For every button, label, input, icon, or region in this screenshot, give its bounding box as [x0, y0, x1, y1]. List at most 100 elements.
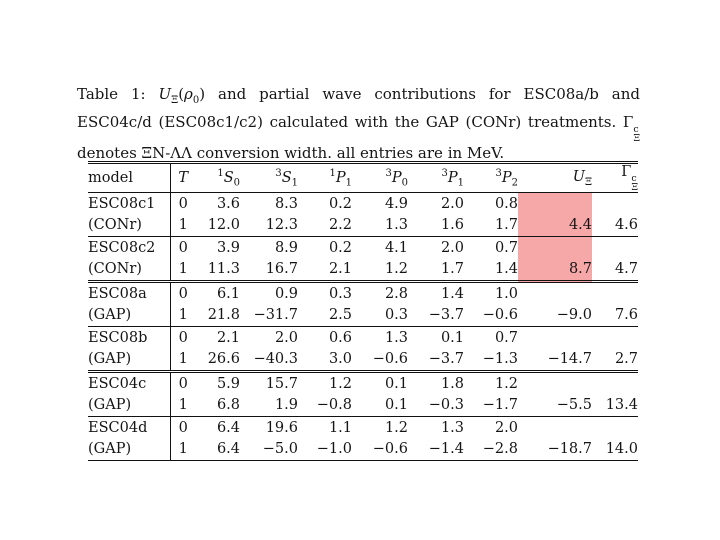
table-row-esc04c-t1: (GAP) 1 6.8 1.9 −0.8 0.1 −0.3 −1.7 −5.5 …	[88, 394, 638, 417]
value-cell: 26.6	[207, 351, 240, 368]
uxi-highlighted-cell	[518, 192, 592, 215]
value-cell: 2.1	[196, 326, 240, 349]
value-cell: 2.1	[328, 261, 352, 278]
model-cell: (CONr)	[88, 214, 171, 237]
value-cell: −0.6	[372, 351, 408, 368]
value-cell: 1	[178, 217, 188, 234]
value-cell: −14.7	[547, 351, 592, 368]
value-cell: −1.4	[408, 438, 464, 461]
caption-prefix: Table 1:	[77, 85, 159, 103]
value-cell: 3.6	[216, 195, 240, 212]
value-cell: 1.7	[494, 217, 518, 234]
value-cell: −5.0	[240, 438, 298, 461]
value-cell: 2.0	[240, 326, 298, 349]
value-cell: 1.3	[408, 416, 464, 439]
value-cell: 2.0	[408, 236, 464, 259]
value-cell: −0.8	[316, 397, 352, 414]
value-cell: 6.8	[216, 397, 240, 414]
value-cell: −0.6	[352, 438, 408, 461]
model-cell: ESC08c2	[88, 236, 171, 259]
header-1P1: 1P1	[298, 161, 352, 193]
caption-paren-close: )	[199, 85, 206, 103]
value-cell: −3.7	[428, 307, 464, 324]
value-cell: 1	[178, 307, 188, 324]
value-cell: −40.3	[253, 351, 298, 368]
value-cell: 0.9	[240, 280, 298, 305]
value-cell: −3.7	[428, 351, 464, 368]
value-cell: 3.9	[196, 236, 240, 259]
value-cell: 1	[178, 351, 188, 368]
header-3S1: 3S1	[240, 161, 298, 193]
value-cell: −9.0	[556, 307, 592, 324]
header-3P0: 3P0	[352, 161, 408, 193]
value-cell: −2.8	[464, 438, 518, 461]
value-cell	[518, 326, 592, 349]
value-cell: 0	[178, 195, 188, 212]
model-cell: (GAP)	[88, 348, 171, 372]
value-cell: 15.7	[240, 370, 298, 395]
value-cell: 0.6	[298, 326, 352, 349]
value-cell: 4.7	[614, 261, 638, 278]
caption-body: and partial wave contributions for ESC08…	[77, 85, 640, 131]
value-cell: 12.3	[265, 217, 298, 234]
value-cell: 0	[170, 416, 196, 439]
value-cell: 2.0	[440, 195, 464, 212]
uxi-highlighted-cell: 4.4	[518, 214, 592, 237]
header-isospin: T	[170, 161, 196, 193]
value-cell: 0.7	[464, 326, 518, 349]
value-cell: 6.4	[196, 438, 240, 461]
caption-gamma-sup: c	[633, 123, 639, 135]
value-cell: 1	[178, 397, 188, 414]
model-cell: ESC08a	[88, 280, 171, 305]
value-cell	[518, 416, 592, 439]
value-cell: 1.2	[352, 416, 408, 439]
value-cell: −5.5	[556, 397, 592, 414]
uxi-highlighted-cell: 8.7	[518, 258, 592, 282]
value-cell: 1.0	[464, 280, 518, 305]
value-cell: −1.3	[482, 351, 518, 368]
value-cell: 0.3	[298, 280, 352, 305]
value-cell: 0	[170, 370, 196, 395]
value-cell: 5.9	[196, 370, 240, 395]
value-cell	[592, 370, 638, 395]
value-cell: −0.6	[482, 307, 518, 324]
caption-paren-open: (	[178, 85, 185, 103]
value-cell: 0.1	[408, 326, 464, 349]
value-cell: 1.8	[408, 370, 464, 395]
value-cell	[518, 280, 592, 305]
value-cell: −1.0	[298, 438, 352, 461]
value-cell: 1.4	[408, 280, 464, 305]
value-cell: 1.9	[274, 397, 298, 414]
value-cell: 1.2	[464, 370, 518, 395]
value-cell: 13.4	[605, 397, 638, 414]
value-cell: 1.2	[384, 261, 408, 278]
value-cell: 4.9	[384, 195, 408, 212]
model-cell: (CONr)	[88, 258, 171, 282]
value-cell: 1.7	[440, 261, 464, 278]
value-cell: 1.3	[352, 326, 408, 349]
model-cell: ESC08c1	[88, 192, 171, 215]
table-row-esc04d-t1: (GAP) 1 6.4 −5.0 −1.0 −0.6 −1.4 −2.8 −18…	[88, 438, 638, 461]
value-cell	[592, 193, 638, 215]
value-cell: 21.8	[207, 307, 240, 324]
value-cell: 12.0	[207, 217, 240, 234]
value-cell: 19.6	[240, 416, 298, 439]
caption-u-symbol: U	[158, 85, 172, 103]
value-cell: 14.0	[592, 438, 638, 461]
value-cell: 2.2	[328, 217, 352, 234]
value-cell	[518, 370, 592, 395]
caption-rho-symbol: ρ	[184, 85, 193, 103]
value-cell: 1.4	[494, 261, 518, 278]
table-row-esc08c2-t1: (CONr) 1 11.3 16.7 2.1 1.2 1.7 1.4 8.7 4…	[88, 258, 638, 282]
value-cell	[592, 280, 638, 305]
value-cell: −0.3	[428, 397, 464, 414]
table-row-esc08c2-t0: ESC08c2 0 3.9 8.9 0.2 4.1 2.0 0.7	[88, 236, 638, 259]
value-cell: 16.7	[265, 261, 298, 278]
value-cell: 0	[170, 280, 196, 305]
value-cell: 6.4	[196, 416, 240, 439]
value-cell: 1	[170, 438, 196, 461]
value-cell: 4.6	[614, 217, 638, 234]
table-row-esc08c1-t0: ESC08c1 0 3.6 8.3 0.2 4.9 2.0 0.8	[88, 192, 638, 215]
